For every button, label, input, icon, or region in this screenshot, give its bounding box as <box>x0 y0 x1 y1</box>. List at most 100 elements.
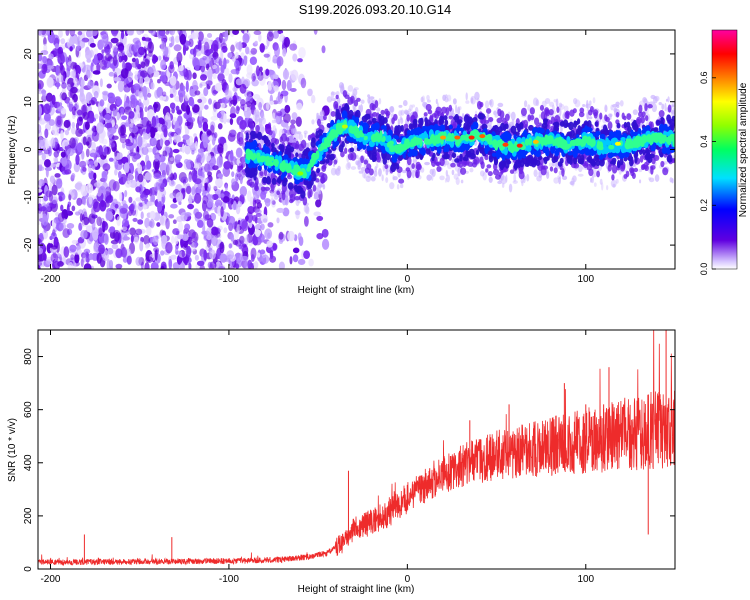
heatmap-cell <box>529 107 535 115</box>
heatmap-cell <box>463 114 470 123</box>
heatmap-cell <box>347 161 351 169</box>
heatmap-cell <box>69 37 76 45</box>
heatmap-cell <box>80 184 88 197</box>
heatmap-cell <box>124 190 128 198</box>
heatmap-cell <box>499 153 506 158</box>
heatmap-cell <box>290 69 299 82</box>
heatmap-cell <box>183 158 190 165</box>
heatmap-cell <box>77 249 83 255</box>
heatmap-cell <box>152 103 159 109</box>
heatmap-cell <box>304 216 309 227</box>
heatmap-cell <box>542 165 549 170</box>
heatmap-cell <box>43 159 51 168</box>
heatmap-cell <box>451 169 455 176</box>
heatmap-cell <box>65 30 70 36</box>
heatmap-cell <box>651 103 658 113</box>
heatmap-cell <box>121 246 128 258</box>
heatmap-cell <box>599 178 603 185</box>
heatmap-cell <box>588 109 593 116</box>
heatmap-cell <box>492 168 500 176</box>
heatmap-cell <box>264 186 271 191</box>
heatmap-cell <box>385 168 389 176</box>
heatmap-cell <box>144 58 150 67</box>
heatmap-cell <box>172 219 177 224</box>
heatmap-cell <box>93 182 101 187</box>
heatmap-cell <box>261 254 270 264</box>
heatmap-cell <box>262 176 268 184</box>
heatmap-cell <box>164 46 169 56</box>
heatmap-cell <box>311 137 316 143</box>
heatmap-cell <box>99 185 106 194</box>
heatmap-cell <box>186 104 191 115</box>
heatmap-cell <box>630 168 635 177</box>
heatmap-cell <box>486 164 492 169</box>
heatmap-cell <box>184 223 191 231</box>
heatmap-cell <box>42 213 48 220</box>
heatmap-cell <box>548 109 554 116</box>
heatmap-cell <box>648 101 655 105</box>
heatmap-cell <box>269 251 274 260</box>
heatmap-cell <box>662 167 669 176</box>
heatmap-cell <box>221 78 227 91</box>
heatmap-cell <box>491 152 497 157</box>
heatmap-cell <box>563 105 569 112</box>
heatmap-cell <box>174 235 179 245</box>
heatmap-cell <box>670 110 675 117</box>
heatmap-cell <box>544 109 549 114</box>
heatmap-cell <box>69 30 76 37</box>
heatmap-cell <box>282 207 290 217</box>
heatmap-cell <box>217 73 225 82</box>
heatmap-cell <box>250 134 256 140</box>
heatmap-cell <box>501 183 505 188</box>
heatmap-cell <box>515 159 521 165</box>
heatmap-cell <box>655 119 661 126</box>
heatmap-cell <box>149 210 156 220</box>
heatmap-cell <box>206 234 212 241</box>
heatmap-cell <box>483 119 490 124</box>
heatmap-cell <box>178 65 184 72</box>
heatmap-cell <box>185 80 189 93</box>
heatmap-cell <box>129 227 136 236</box>
heatmap-cell <box>245 132 249 141</box>
heatmap-cell <box>191 169 197 177</box>
heatmap-cell <box>594 121 599 127</box>
heatmap-cell <box>134 170 139 183</box>
heatmap-cell <box>403 123 409 130</box>
heatmap-cell <box>157 200 163 213</box>
heatmap-cell <box>169 157 174 162</box>
heatmap-cell <box>276 207 285 213</box>
heatmap-cell <box>616 122 621 129</box>
heatmap-cell <box>643 98 648 105</box>
heatmap-cell <box>229 113 237 119</box>
heatmap-cell <box>165 242 173 254</box>
heatmap-cell <box>234 51 239 59</box>
heatmap-cell <box>275 95 283 105</box>
heatmap-cell <box>282 48 287 57</box>
heatmap-cell <box>344 147 348 154</box>
heatmap-cell <box>210 226 219 236</box>
heatmap-cell <box>55 64 60 76</box>
heatmap-cell <box>425 103 432 112</box>
heatmap-cell <box>212 64 218 70</box>
heatmap-cell <box>284 104 291 114</box>
heatmap-cell <box>93 90 99 99</box>
heatmap-cell <box>57 30 63 38</box>
heatmap-cell <box>407 151 413 158</box>
heatmap-cell <box>48 53 54 60</box>
heatmap-cell <box>73 77 78 84</box>
heatmap-cell <box>364 167 370 174</box>
heatmap-cell <box>398 178 405 184</box>
heatmap-cell <box>510 111 516 121</box>
heatmap-cell <box>391 117 395 125</box>
heatmap-cell <box>216 155 223 168</box>
heatmap-cell <box>512 180 518 184</box>
heatmap-cell <box>318 190 322 195</box>
heatmap-cell <box>71 121 76 129</box>
heatmap-cell <box>538 122 542 127</box>
heatmap-cell <box>626 121 631 128</box>
heatmap-cell <box>162 150 168 157</box>
heatmap-cell <box>77 30 83 36</box>
heatmap-cell <box>350 95 355 104</box>
heatmap-cell <box>316 118 321 127</box>
heatmap-cell <box>117 46 125 52</box>
